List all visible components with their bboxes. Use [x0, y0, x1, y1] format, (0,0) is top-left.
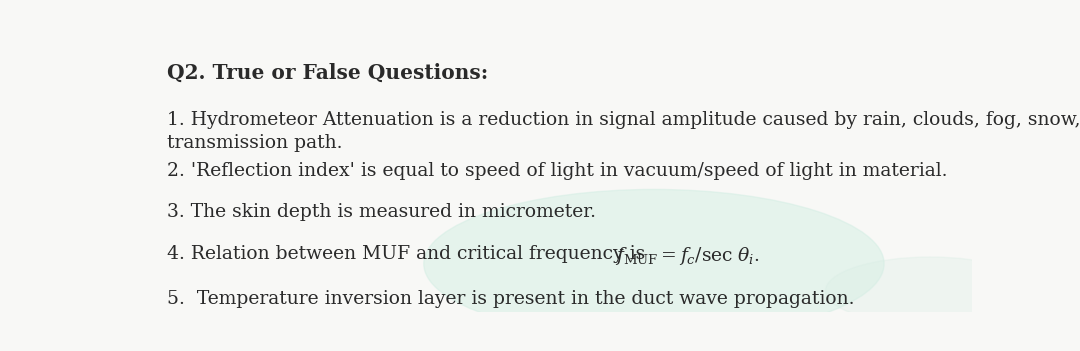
Text: Q2. True or False Questions:: Q2. True or False Questions:: [166, 62, 488, 82]
Text: 2. 'Reflection index' is equal to speed of light in vacuum/speed of light in mat: 2. 'Reflection index' is equal to speed …: [166, 163, 947, 180]
Text: 5.  Temperature inversion layer is present in the duct wave propagation.: 5. Temperature inversion layer is presen…: [166, 290, 854, 308]
Text: 4. Relation between MUF and critical frequency is: 4. Relation between MUF and critical fre…: [166, 245, 651, 263]
Text: $f_{\mathrm{MUF}} = f_c/\mathrm{sec}\;\theta_i$.: $f_{\mathrm{MUF}} = f_c/\mathrm{sec}\;\t…: [615, 245, 759, 267]
Ellipse shape: [423, 190, 885, 338]
Text: 1. Hydrometeor Attenuation is a reduction in signal amplitude caused by rain, cl: 1. Hydrometeor Attenuation is a reductio…: [166, 111, 1080, 152]
Text: 3. The skin depth is measured in micrometer.: 3. The skin depth is measured in microme…: [166, 203, 596, 221]
Ellipse shape: [825, 257, 1035, 325]
